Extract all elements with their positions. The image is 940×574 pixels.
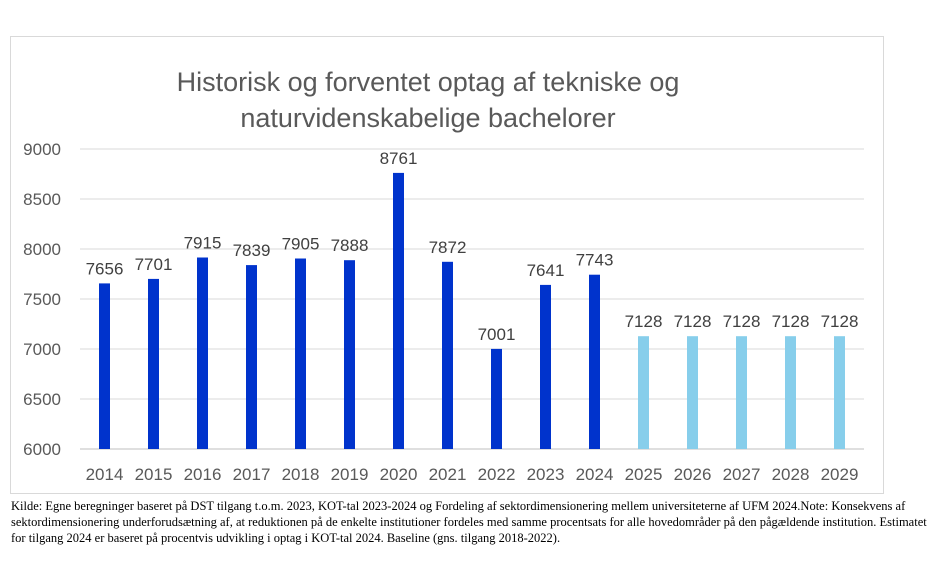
data-label-2016: 7915 — [184, 234, 222, 253]
bar-2028 — [785, 336, 796, 449]
bar-2021 — [442, 261, 453, 449]
x-tick-label-2023: 2023 — [527, 465, 565, 484]
source-note: Kilde: Egne beregninger baseret på DST t… — [11, 499, 927, 545]
data-labels: 7656 7701 7915 7839 7905 7888 8761 7872 7001 7641… — [86, 149, 859, 344]
x-tick-label-2026: 2026 — [674, 465, 712, 484]
gridlines — [80, 148, 864, 450]
bar-2019 — [344, 260, 355, 449]
x-tick-label-2022: 2022 — [478, 465, 516, 484]
bar-2017 — [246, 265, 257, 449]
data-label-2024: 7743 — [576, 251, 614, 270]
bar-2014 — [99, 283, 110, 449]
bar-2020 — [393, 172, 404, 449]
bar-2016 — [197, 257, 208, 449]
data-label-2028: 7128 — [772, 312, 810, 331]
bar-2018 — [295, 258, 306, 449]
x-tick-label-2017: 2017 — [233, 465, 271, 484]
bar-2022 — [491, 348, 502, 449]
x-tick-label-2028: 2028 — [772, 465, 810, 484]
bars — [99, 172, 845, 449]
bar-chart: Historisk og forventet optag af tekniske… — [23, 67, 864, 484]
y-tick-label: 7000 — [23, 340, 61, 359]
data-label-2018: 7905 — [282, 235, 320, 254]
data-label-2026: 7128 — [674, 312, 712, 331]
y-tick-label: 6500 — [23, 390, 61, 409]
data-label-2020: 8761 — [380, 149, 418, 168]
data-label-2025: 7128 — [625, 312, 663, 331]
x-tick-label-2024: 2024 — [576, 465, 614, 484]
y-tick-label: 8500 — [23, 190, 61, 209]
bar-2015 — [148, 278, 159, 449]
x-tick-label-2015: 2015 — [135, 465, 173, 484]
bar-2026 — [687, 336, 698, 449]
y-tick-label: 9000 — [23, 140, 61, 159]
x-tick-label-2025: 2025 — [625, 465, 663, 484]
y-tick-label: 6000 — [23, 440, 61, 459]
x-tick-label-2029: 2029 — [821, 465, 859, 484]
data-label-2029: 7128 — [821, 312, 859, 331]
data-label-2014: 7656 — [86, 259, 124, 278]
bar-2023 — [540, 284, 551, 449]
y-tick-label: 8000 — [23, 240, 61, 259]
data-label-2015: 7701 — [135, 255, 173, 274]
data-label-2021: 7872 — [429, 238, 467, 257]
x-tick-label-2019: 2019 — [331, 465, 369, 484]
chart-title-line-1: Historisk og forventet optag af tekniske… — [177, 67, 680, 97]
bar-2029 — [834, 336, 845, 449]
bar-2027 — [736, 336, 747, 449]
data-label-2019: 7888 — [331, 236, 369, 255]
chart-frame: Historisk og forventet optag af tekniske… — [10, 36, 884, 494]
x-tick-label-2014: 2014 — [86, 465, 124, 484]
chart-title-line-2: naturvidenskabelige bachelorer — [240, 103, 615, 133]
data-label-2022: 7001 — [478, 325, 516, 344]
x-tick-label-2016: 2016 — [184, 465, 222, 484]
data-label-2017: 7839 — [233, 241, 271, 260]
x-tick-label-2020: 2020 — [380, 465, 418, 484]
data-label-2027: 7128 — [723, 312, 761, 331]
x-tick-label-2021: 2021 — [429, 465, 467, 484]
x-axis-ticks: 2014 2015 2016 2017 2018 2019 2020 2021 2022 2023… — [86, 465, 859, 484]
bar-2025 — [638, 336, 649, 449]
y-tick-label: 7500 — [23, 290, 61, 309]
y-axis-ticks: 6000 6500 7000 7500 8000 8500 9000 — [23, 140, 61, 459]
x-tick-label-2018: 2018 — [282, 465, 320, 484]
data-label-2023: 7641 — [527, 261, 565, 280]
bar-2024 — [589, 274, 600, 449]
x-tick-label-2027: 2027 — [723, 465, 761, 484]
